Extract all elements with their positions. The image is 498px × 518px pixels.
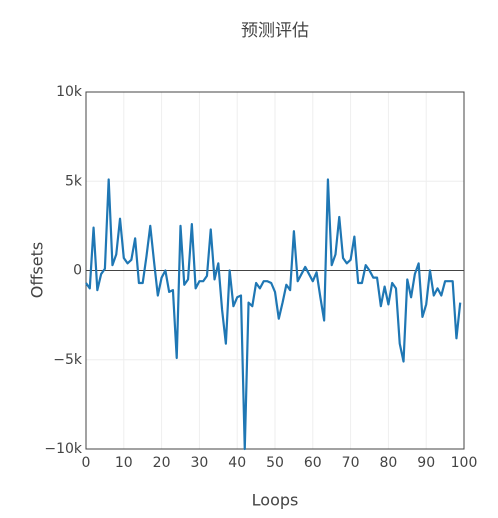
y-tick-label: 10k — [56, 84, 83, 100]
y-tick-label: 5k — [65, 173, 83, 189]
y-tick-label: −10k — [44, 441, 83, 457]
x-tick-label: 100 — [451, 455, 478, 471]
x-tick-label: 40 — [228, 455, 246, 471]
y-tick-label: 0 — [73, 263, 82, 279]
x-tick-label: 0 — [82, 455, 91, 471]
x-tick-label: 50 — [266, 455, 284, 471]
x-tick-label: 10 — [115, 455, 133, 471]
x-tick-label: 60 — [304, 455, 322, 471]
y-tick-label: −5k — [53, 352, 83, 368]
chart-title: 预测评估 — [241, 21, 309, 41]
x-tick-label: 70 — [342, 455, 360, 471]
x-tick-label: 90 — [417, 455, 435, 471]
x-tick-label: 80 — [379, 455, 397, 471]
y-axis-title: Offsets — [28, 242, 47, 298]
x-tick-label: 20 — [153, 455, 171, 471]
plot-frame — [85, 91, 465, 450]
data-line — [85, 178, 462, 451]
x-axis-title: Loops — [252, 491, 299, 510]
x-tick-label: 30 — [190, 455, 208, 471]
